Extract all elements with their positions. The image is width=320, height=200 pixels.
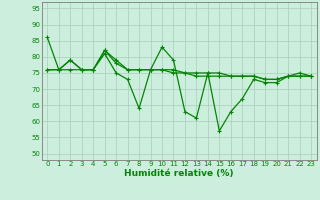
X-axis label: Humidité relative (%): Humidité relative (%) (124, 169, 234, 178)
